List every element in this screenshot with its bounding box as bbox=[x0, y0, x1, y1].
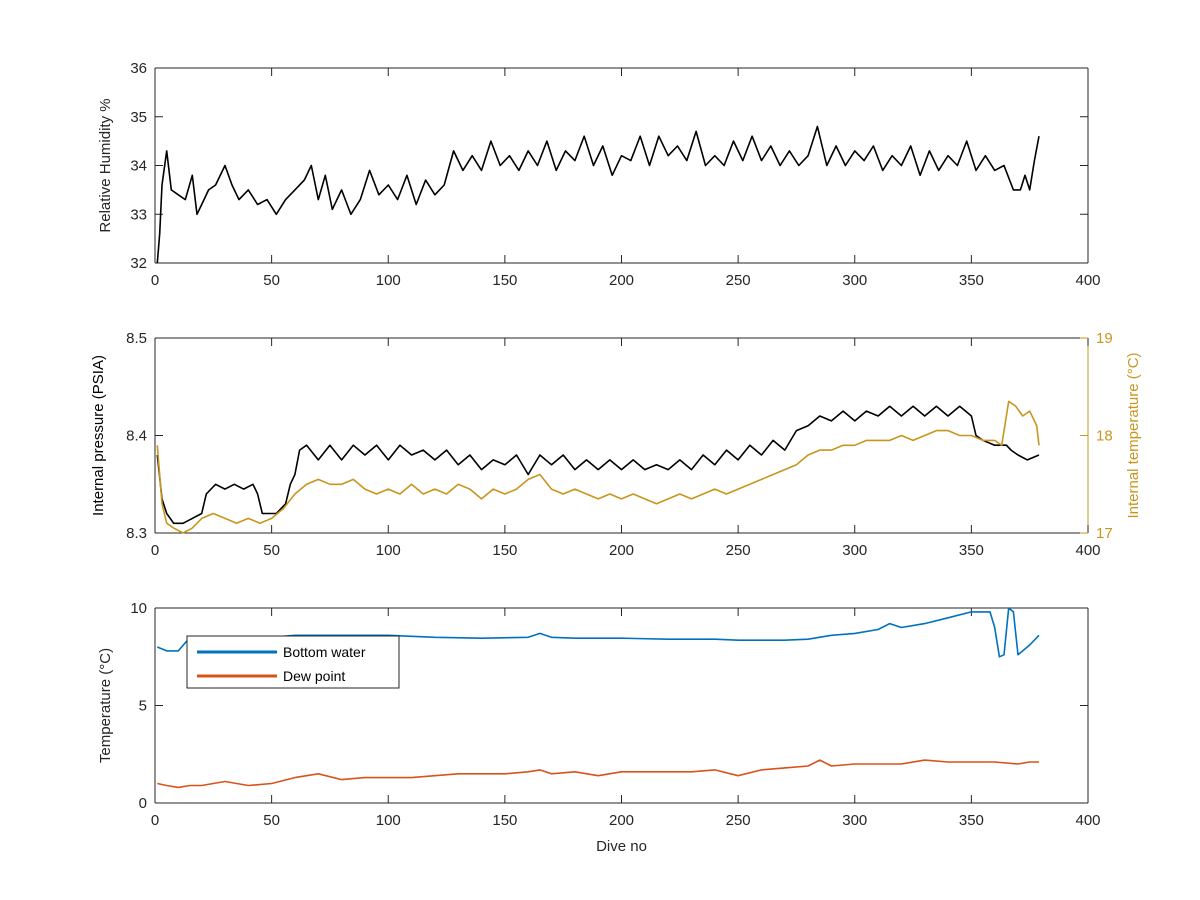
y-tick-label: 5 bbox=[139, 698, 147, 715]
x-tick-label: 100 bbox=[376, 272, 401, 289]
y-tick-label: 10 bbox=[130, 600, 147, 617]
y-tick-label: 8.4 bbox=[126, 428, 147, 445]
x-tick-label: 250 bbox=[726, 272, 751, 289]
series-line-1 bbox=[156, 405, 1040, 525]
x-tick-label: 50 bbox=[263, 812, 280, 829]
y-tick-label-right: 19 bbox=[1096, 330, 1113, 347]
x-tick-label: 100 bbox=[376, 542, 401, 559]
x-tick-label: 0 bbox=[151, 542, 159, 559]
y-axis-label: Relative Humidity % bbox=[97, 98, 114, 232]
x-tick-label: 150 bbox=[492, 272, 517, 289]
x-tick-label: 100 bbox=[376, 812, 401, 829]
x-tick-label: 400 bbox=[1075, 812, 1100, 829]
x-tick-label: 400 bbox=[1075, 542, 1100, 559]
y-tick-label: 8.3 bbox=[126, 525, 147, 542]
y-tick-label: 34 bbox=[130, 158, 147, 175]
x-tick-label: 200 bbox=[609, 812, 634, 829]
x-tick-label: 300 bbox=[842, 542, 867, 559]
y-tick-label: 35 bbox=[130, 109, 147, 126]
x-tick-label: 300 bbox=[842, 812, 867, 829]
x-tick-label: 200 bbox=[609, 542, 634, 559]
x-tick-label: 0 bbox=[151, 812, 159, 829]
series-line-1 bbox=[156, 125, 1040, 264]
y-axis-label: Internal pressure (PSIA) bbox=[90, 355, 107, 516]
x-tick-label: 250 bbox=[726, 542, 751, 559]
x-tick-label: 50 bbox=[263, 542, 280, 559]
x-tick-label: 150 bbox=[492, 542, 517, 559]
legend-box bbox=[186, 635, 400, 689]
y-tick-label-right: 17 bbox=[1096, 525, 1113, 542]
x-tick-label: 400 bbox=[1075, 272, 1100, 289]
x-tick-label: 250 bbox=[726, 812, 751, 829]
y-axis-label-right: Internal temperature (°C) bbox=[1125, 352, 1142, 518]
y-axis-label: Temperature (°C) bbox=[97, 648, 114, 763]
y-tick-label: 33 bbox=[130, 206, 147, 223]
x-tick-label: 350 bbox=[959, 812, 984, 829]
series-line-2 bbox=[157, 759, 1039, 789]
x-tick-label: 0 bbox=[151, 272, 159, 289]
series-line-2 bbox=[156, 400, 1040, 534]
chart-panel-3: 0 50 100 150 200 250 300 350 400 0 5 10 Temperature … bbox=[97, 600, 1101, 855]
x-tick-label: 350 bbox=[959, 272, 984, 289]
y-tick-label: 8.5 bbox=[126, 330, 147, 347]
chart-panel-1: 0 50 100 150 200 250 300 350 400 32 33 34 35 36 Relati… bbox=[97, 60, 1101, 289]
y-tick-label: 32 bbox=[130, 255, 147, 272]
y-tick-label: 0 bbox=[139, 795, 147, 812]
y-tick-label-right: 18 bbox=[1096, 428, 1113, 445]
x-tick-label: 350 bbox=[959, 542, 984, 559]
chart-panel-2: 0 50 100 150 200 250 300 350 400 8.3 8.4 8.5 17 18 19 I… bbox=[90, 330, 1142, 559]
y-tick-label: 36 bbox=[130, 60, 147, 77]
legend-label-2: Dew point bbox=[283, 668, 345, 684]
x-tick-label: 200 bbox=[609, 272, 634, 289]
x-tick-label: 300 bbox=[842, 272, 867, 289]
x-tick-label: 50 bbox=[263, 272, 280, 289]
x-axis-label: Dive no bbox=[596, 838, 647, 855]
legend-label-1: Bottom water bbox=[283, 644, 366, 660]
x-tick-label: 150 bbox=[492, 812, 517, 829]
